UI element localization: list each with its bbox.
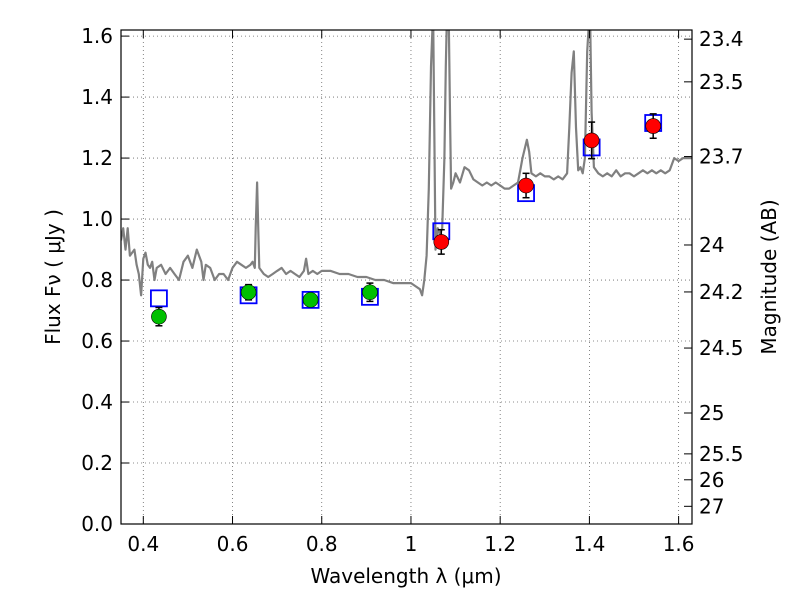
x-axis-title: Wavelength λ (μm) [310, 564, 501, 588]
y2-tick-label: 23.7 [699, 145, 744, 169]
y-tick-label: 1.0 [81, 207, 113, 231]
y2-tick-label: 27 [699, 494, 724, 518]
y2-tick-label: 25.5 [699, 442, 744, 466]
observed-point [518, 177, 534, 194]
y2-tick-label: 25 [699, 401, 724, 425]
observed-point [151, 308, 167, 325]
x-tick-label: 1.6 [663, 532, 695, 556]
plot-frame [120, 29, 693, 525]
observed-point [433, 234, 450, 250]
y2-axis-title: Magnitude (AB) [757, 199, 781, 354]
x-tick-label: 1 [405, 532, 418, 556]
y-tick-label: 1.2 [81, 146, 113, 170]
y-tick-label: 0.6 [81, 329, 113, 353]
y2-tick-label: 23.5 [699, 70, 744, 94]
y2-tick-label: 23.4 [699, 27, 744, 51]
x-tick-label: 1.2 [484, 532, 516, 556]
observed-point [583, 132, 600, 149]
plot-background [121, 30, 692, 524]
y2-tick-label: 24.2 [699, 280, 744, 304]
y2-tick-label: 24.5 [699, 336, 744, 360]
x-axis: 0.4 0.6 0.8 1 1.2 1.4 1.6 [127, 30, 695, 556]
observed-point [240, 284, 257, 301]
observed-point [302, 292, 319, 308]
observed-point [645, 118, 661, 134]
x-tick-label: 0.8 [306, 532, 338, 556]
observed-photometry-markers [151, 118, 661, 325]
y-tick-label: 1.4 [81, 85, 113, 109]
x-tick-label: 0.6 [217, 532, 249, 556]
y-tick-label: 0.4 [81, 390, 113, 414]
observed-point [362, 284, 378, 301]
y-tick-label: 0.8 [81, 268, 113, 292]
y-tick-label: 1.6 [81, 24, 113, 48]
model-photometry-square [150, 289, 168, 308]
y-axis-title: Flux Fν ( μJy ) [41, 209, 65, 345]
y-tick-label: 0.0 [81, 512, 113, 536]
y2-tick-label: 24 [699, 233, 724, 257]
model-spectrum [121, 30, 692, 297]
y-axis: 0.0 0.2 0.4 0.6 0.8 1.0 1.2 1.4 1.6 [81, 24, 129, 536]
model-photometry-square [301, 290, 320, 309]
y-tick-label: 0.2 [81, 451, 113, 475]
x-tick-label: 1.4 [573, 532, 605, 556]
y2-tick-label: 26 [699, 468, 724, 492]
model-spectrum-line [121, 30, 692, 297]
x-tick-label: 0.4 [127, 532, 159, 556]
